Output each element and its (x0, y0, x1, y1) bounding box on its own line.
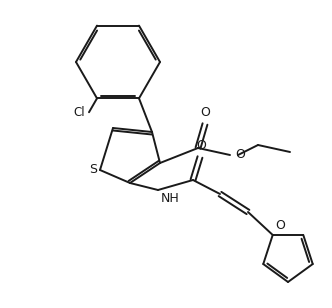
Text: O: O (276, 219, 286, 232)
Text: S: S (89, 163, 97, 176)
Text: O: O (235, 148, 245, 160)
Text: O: O (196, 139, 206, 152)
Text: O: O (200, 106, 210, 119)
Text: NH: NH (161, 192, 180, 205)
Text: Cl: Cl (73, 106, 85, 119)
